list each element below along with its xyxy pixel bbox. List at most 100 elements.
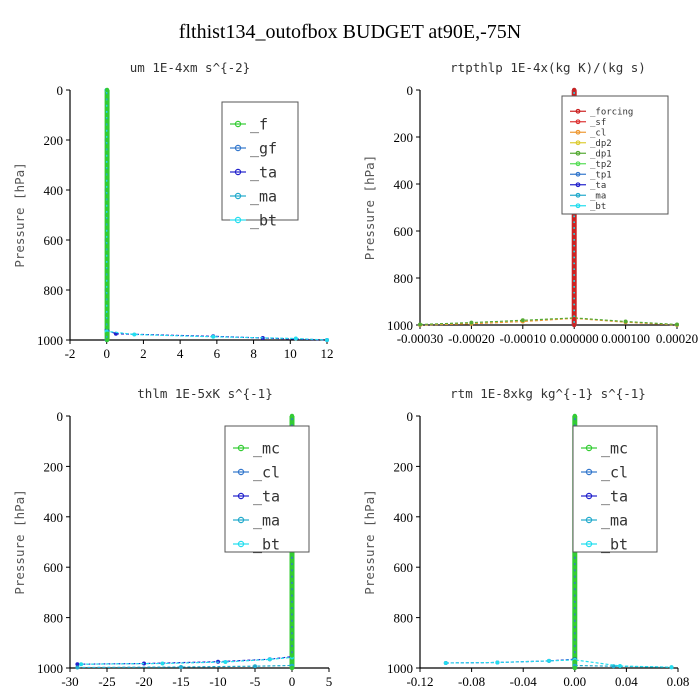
- legend-entry: _cl: [590, 128, 606, 138]
- y-tick-label: 600: [44, 560, 64, 575]
- data-point: [572, 293, 577, 298]
- data-point: [572, 628, 577, 633]
- y-axis-label: Pressure [hPa]: [12, 489, 27, 594]
- data-point: [572, 583, 577, 589]
- y-tick-label: 800: [44, 611, 64, 626]
- data-point: [572, 659, 577, 664]
- panel-title: rtm 1E-8xkg kg^{-1} s^{-1}: [450, 386, 646, 401]
- data-point: [623, 319, 628, 324]
- y-tick-label: 600: [394, 560, 414, 575]
- y-tick-label: 400: [44, 510, 64, 525]
- data-point: [289, 653, 295, 658]
- data-point: [289, 646, 295, 652]
- data-point: [104, 206, 110, 211]
- data-point: [104, 287, 110, 293]
- data-point: [104, 212, 110, 218]
- data-point: [572, 240, 577, 245]
- data-point: [289, 596, 295, 601]
- series-line-ta: [77, 656, 293, 665]
- data-point: [572, 420, 577, 425]
- data-point: [572, 264, 577, 269]
- data-point: [572, 634, 577, 639]
- data-point: [572, 316, 577, 322]
- data-point: [104, 94, 110, 99]
- data-point: [572, 646, 577, 652]
- x-tick-label: 4: [177, 346, 184, 361]
- y-tick-label: 400: [394, 177, 414, 192]
- data-point: [289, 665, 295, 671]
- data-point: [104, 144, 110, 149]
- legend-entry: _bt: [253, 535, 280, 553]
- legend-marker: [237, 444, 245, 452]
- y-axis-label: Pressure [hPa]: [362, 489, 377, 594]
- x-tick-label: 0.04: [615, 674, 638, 689]
- data-point: [572, 621, 577, 627]
- x-tick-label: 5: [326, 674, 333, 689]
- y-tick-label: 1000: [387, 661, 413, 676]
- legend-entry: _bt: [250, 211, 277, 229]
- legend-entry: _ma: [250, 187, 277, 205]
- data-point: [325, 338, 329, 342]
- data-point: [520, 318, 525, 323]
- legend-marker: [575, 150, 581, 156]
- y-tick-label: 1000: [387, 318, 413, 333]
- legend-entry: _forcing: [590, 107, 633, 117]
- data-point: [104, 156, 110, 161]
- y-tick-label: 200: [44, 459, 64, 474]
- data-point: [104, 331, 110, 336]
- data-point: [289, 420, 295, 425]
- data-point: [289, 565, 295, 570]
- data-point: [223, 660, 228, 664]
- x-tick-label: -0.12: [406, 674, 433, 689]
- x-tick-label: 10: [284, 346, 297, 361]
- legend-marker: [575, 182, 581, 188]
- data-point: [104, 87, 110, 93]
- data-point: [104, 275, 110, 280]
- data-point: [104, 169, 110, 174]
- panel-title: um 1E-4xm s^{-2}: [130, 60, 250, 75]
- data-point: [572, 609, 577, 614]
- data-point: [104, 162, 110, 168]
- legend-entry: _sf: [590, 118, 606, 128]
- data-point: [572, 269, 577, 275]
- y-tick-label: 200: [44, 133, 64, 148]
- data-point: [104, 150, 110, 155]
- data-point: [289, 602, 295, 608]
- legend-entry: _bt: [590, 202, 606, 212]
- data-point: [104, 319, 110, 324]
- data-point: [267, 657, 272, 662]
- data-point: [211, 334, 216, 339]
- legend-marker: [575, 161, 581, 167]
- legend-marker: [237, 540, 245, 548]
- legend-box: [221, 101, 299, 221]
- chart-panel-4: rtm 1E-8xkg kg^{-1} s^{-1} 0 200 400 600 800 1…: [362, 386, 689, 689]
- data-point: [289, 558, 295, 564]
- x-tick-label: 2: [140, 346, 147, 361]
- data-point: [104, 125, 110, 130]
- data-point: [289, 640, 295, 645]
- figure-title: flthist134_outofbox BUDGET at90E,-75N: [179, 21, 521, 43]
- x-tick-label: 0.000100: [601, 331, 650, 346]
- data-point: [160, 661, 165, 666]
- x-tick-label: -25: [98, 674, 115, 689]
- legend-marker: [585, 516, 593, 524]
- data-point: [572, 322, 577, 328]
- series-line-ta: [445, 658, 575, 664]
- data-point: [104, 200, 110, 205]
- data-point: [104, 244, 110, 249]
- data-point: [418, 322, 422, 327]
- data-point: [495, 660, 500, 665]
- legend-entry: _ta: [601, 487, 628, 505]
- legend-entry: _bt: [601, 535, 628, 553]
- data-point: [572, 287, 577, 292]
- x-tick-label: 0: [289, 674, 296, 689]
- panel-title: rtpthlp 1E-4x(kg K)/(kg s): [450, 60, 646, 75]
- x-tick-label: -0.00020: [448, 331, 495, 346]
- data-point: [104, 269, 110, 274]
- data-point: [572, 305, 577, 310]
- data-point: [572, 281, 577, 287]
- legend-entry: _dp1: [590, 149, 612, 159]
- legend-entry: _mc: [253, 439, 280, 457]
